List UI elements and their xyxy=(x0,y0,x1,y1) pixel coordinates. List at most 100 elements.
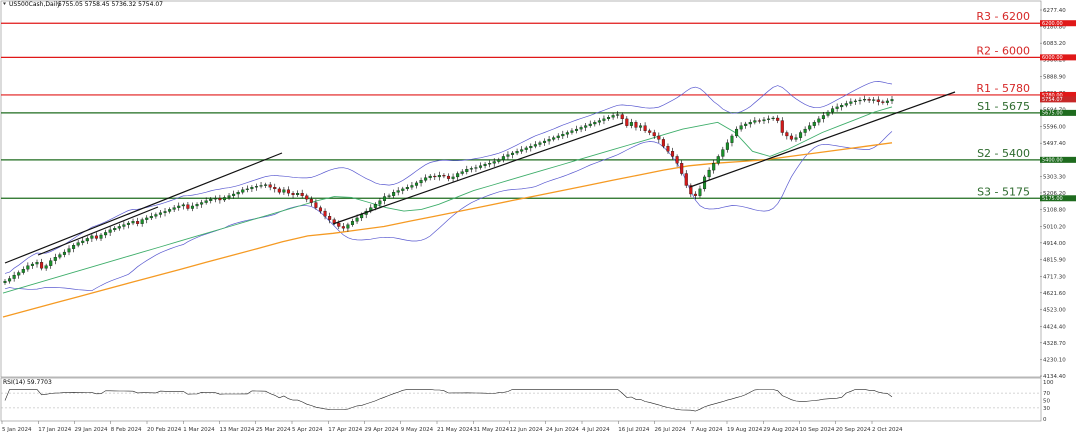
candle-body xyxy=(72,245,76,249)
current-price-tag: 5754.07 xyxy=(1040,96,1076,103)
candle-body xyxy=(204,200,208,203)
candle-body xyxy=(99,234,103,239)
candle-body xyxy=(419,180,423,184)
candle-body xyxy=(757,120,761,122)
candle-body xyxy=(657,135,661,140)
x-tick-label: 8 Feb 2024 xyxy=(111,427,142,433)
x-tick-label: 21 May 2024 xyxy=(437,427,473,433)
candle-body xyxy=(195,204,199,207)
candle-body xyxy=(268,184,272,188)
y-tick-label: 4328.70 xyxy=(1043,341,1066,347)
moving-averages xyxy=(2,106,893,318)
candle-body xyxy=(753,120,757,123)
ohlc-readout: 5755.05 5758.45 5736.32 5754.07 xyxy=(58,1,163,8)
candle-body xyxy=(639,125,643,128)
candle-body xyxy=(689,185,693,195)
x-tick-label: 1 Mar 2024 xyxy=(183,427,215,433)
chart-header: US500Cash,Daily 5755.05 5758.45 5736.32 … xyxy=(3,1,163,8)
candle-body xyxy=(542,140,547,143)
candle-body xyxy=(323,210,327,217)
candle-body xyxy=(474,167,478,169)
candle-body xyxy=(131,221,135,224)
current-price-tag-text: 5754.07 xyxy=(1042,97,1063,103)
candle-body xyxy=(625,118,629,126)
bollinger-bands xyxy=(4,81,893,292)
candle-body xyxy=(3,280,7,283)
rsi-panel xyxy=(0,377,1042,422)
candle-body xyxy=(158,212,162,215)
candle-body xyxy=(218,198,222,201)
y-tick-label: 5206.20 xyxy=(1043,191,1066,197)
candle-body xyxy=(113,228,117,231)
candle-body xyxy=(817,118,821,123)
candle-body xyxy=(12,274,16,279)
x-tick-label: 17 Apr 2024 xyxy=(328,427,363,433)
candle-body xyxy=(675,156,679,164)
x-tick-label: 7 Aug 2024 xyxy=(691,427,723,433)
level-price-tag-bg xyxy=(1040,195,1076,202)
x-tick-label: 20 Sep 2024 xyxy=(836,427,871,433)
trendline xyxy=(332,122,624,225)
candle-body xyxy=(844,103,848,106)
candle-body xyxy=(382,196,387,201)
y-tick-label: 6180.80 xyxy=(1043,24,1066,30)
current-price-tag-bg xyxy=(1040,96,1076,103)
x-tick-label: 5 Apr 2024 xyxy=(292,427,323,433)
level-price-tag-bg xyxy=(1040,54,1076,61)
candle-body xyxy=(76,242,80,246)
candle-body xyxy=(469,168,473,170)
candle-body xyxy=(812,122,816,126)
candle-body xyxy=(305,195,309,200)
candle-body xyxy=(524,147,528,150)
candlesticks xyxy=(3,95,894,285)
y-tick-label: 5303.30 xyxy=(1043,174,1066,180)
candle-body xyxy=(259,185,263,187)
level-price-tag-text: 5675.00 xyxy=(1042,111,1063,117)
candle-body xyxy=(437,175,441,178)
candle-body xyxy=(634,122,638,128)
candle-body xyxy=(163,211,167,213)
candle-body xyxy=(451,176,455,179)
candle-body xyxy=(808,125,812,130)
candle-body xyxy=(245,188,249,190)
candle-body xyxy=(771,117,775,120)
candle-body xyxy=(588,123,592,126)
resistance-label: R2 - 6000 xyxy=(976,44,1030,57)
x-tick-label: 29 Aug 2024 xyxy=(763,427,799,433)
candle-body xyxy=(378,200,382,205)
y-tick-label: 4523.00 xyxy=(1043,308,1066,314)
candle-body xyxy=(446,175,451,179)
bollinger-lower xyxy=(4,131,893,292)
candle-body xyxy=(53,257,57,261)
price-tags: 6200.00 6000.00 5780.00 5675.00 5400.00 5175.… xyxy=(1040,20,1076,202)
candle-body xyxy=(721,149,725,157)
candle-body xyxy=(186,204,190,209)
candle-body xyxy=(693,193,697,196)
level-price-tag-text: 5780.00 xyxy=(1042,93,1063,99)
candle-body xyxy=(671,151,675,157)
candle-body xyxy=(858,99,862,102)
candle-body xyxy=(739,125,743,130)
x-tick-label: 29 Apr 2024 xyxy=(365,427,400,433)
candle-body xyxy=(762,119,766,122)
candle-body xyxy=(488,163,492,165)
x-tick-label: 10 Sep 2024 xyxy=(800,427,835,433)
x-tick-label: 2 Oct 2024 xyxy=(872,427,903,433)
level-price-tag: 5780.00 xyxy=(1040,91,1076,99)
candle-body xyxy=(867,99,871,101)
candle-body xyxy=(730,135,734,143)
candle-body xyxy=(652,132,656,137)
candle-body xyxy=(30,263,34,266)
candle-body xyxy=(529,146,533,149)
candle-body xyxy=(707,169,711,178)
candle-body xyxy=(81,240,85,243)
y-tick-label: 6083.20 xyxy=(1043,41,1066,47)
candle-body xyxy=(392,192,396,196)
level-price-tag: 6200.00 xyxy=(1040,20,1076,27)
candle-body xyxy=(67,248,71,253)
candle-body xyxy=(735,128,739,137)
candle-body xyxy=(300,193,304,196)
y-tick-label: 4230.10 xyxy=(1043,358,1066,364)
rsi-label: RSI(14) 59.7703 xyxy=(3,379,52,386)
candle-body xyxy=(264,184,268,186)
